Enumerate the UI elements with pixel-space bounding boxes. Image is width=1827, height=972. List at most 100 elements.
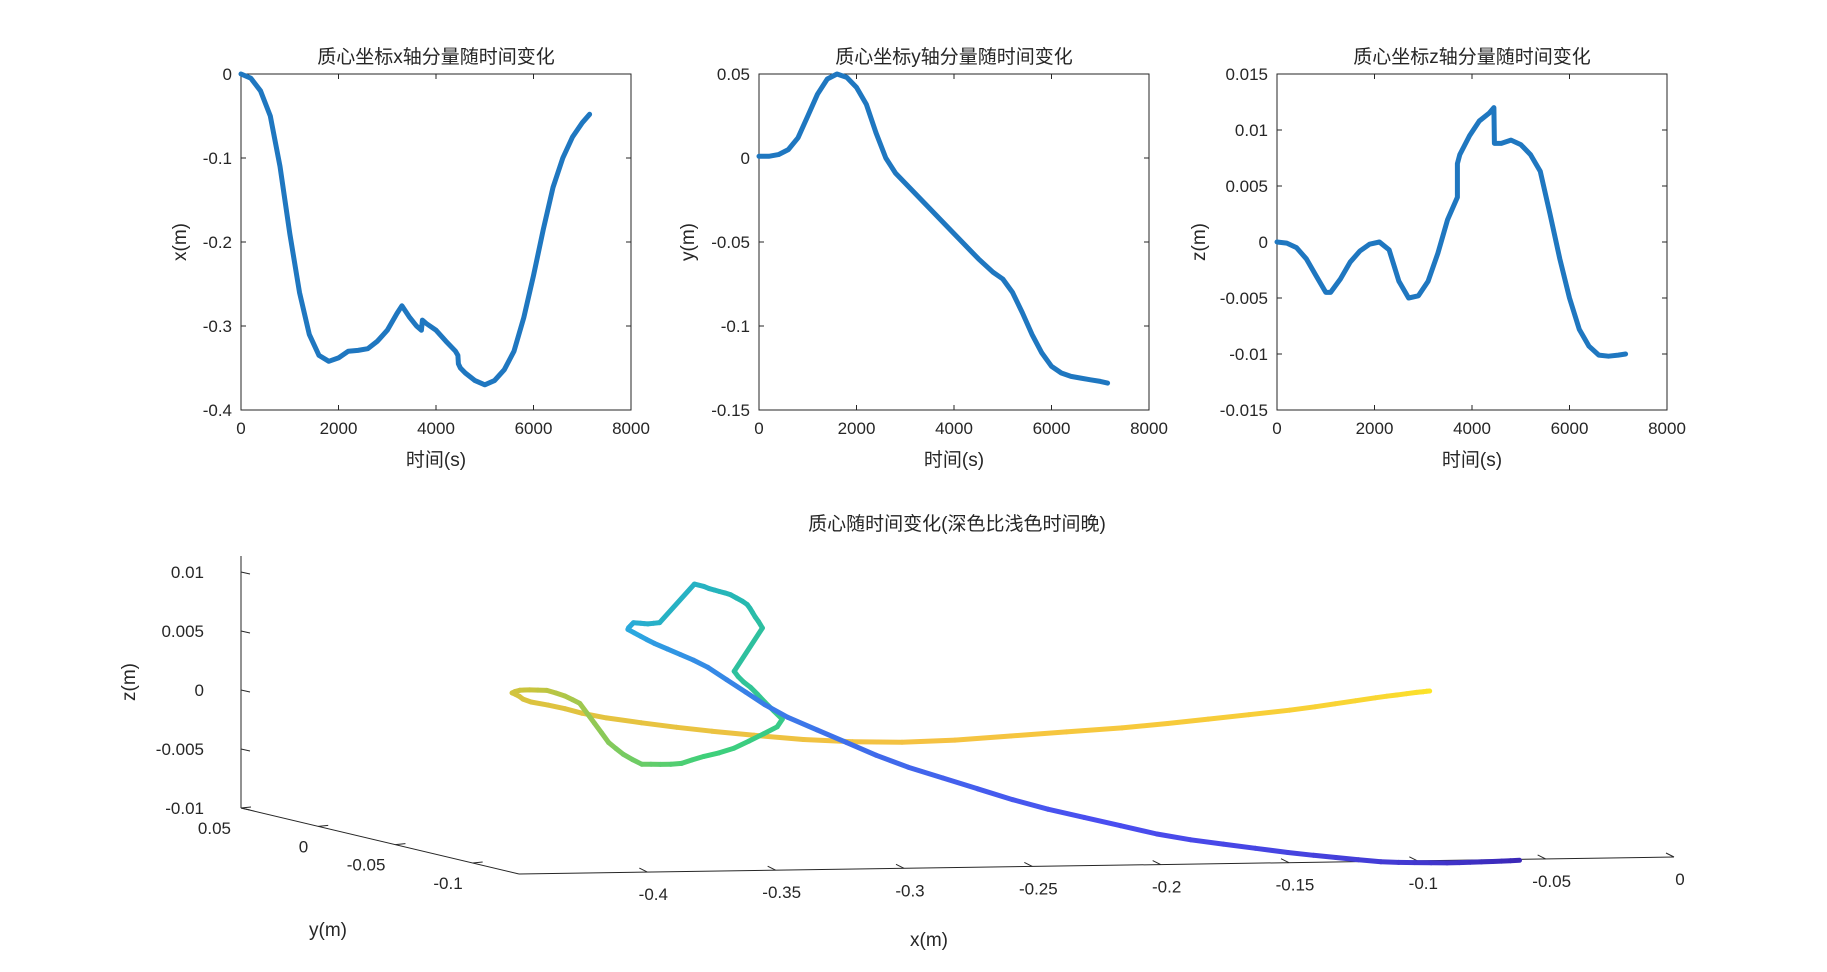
y-tick-label: 0 xyxy=(1259,233,1268,252)
trajectory-segment xyxy=(731,738,752,751)
z-tick-mark xyxy=(240,571,251,575)
trajectory-segment xyxy=(1332,698,1358,707)
x-tick-mark xyxy=(1537,854,1546,860)
trajectory-segment xyxy=(724,677,749,695)
trajectory-segment xyxy=(899,737,958,745)
trajectory-segment xyxy=(975,786,1015,803)
x-tick-label: 4000 xyxy=(417,419,455,438)
x-tick-label: -0.15 xyxy=(1276,876,1315,895)
x-tick-label: -0.2 xyxy=(1152,878,1181,897)
trajectory-segment xyxy=(705,664,730,683)
x-tick-label: 4000 xyxy=(1453,419,1491,438)
trajectory-segment xyxy=(562,706,585,716)
chart-title: 质心坐标z轴分量随时间变化 xyxy=(1353,46,1591,68)
y-tick-label: -0.2 xyxy=(203,233,232,252)
z-tick-label: 0.01 xyxy=(171,563,204,582)
x-tick-mark xyxy=(639,867,648,873)
plot-frame xyxy=(758,73,1150,411)
x-tick-label: 6000 xyxy=(1551,419,1589,438)
tick-group: 0 2000 4000 6000 8000 -0.15 -0.1 -0.05 0 0.05 xyxy=(711,65,1168,438)
trajectory-segment xyxy=(1287,704,1318,713)
z-tick-mark xyxy=(240,689,251,693)
x-tick-label: -0.1 xyxy=(1409,874,1438,893)
y-tick-label: -0.1 xyxy=(203,149,232,168)
y-tick-label: -0.4 xyxy=(203,401,232,420)
trajectory-segment xyxy=(762,702,790,720)
x-tick-label: -0.3 xyxy=(895,881,924,900)
y-tick-label: 0 xyxy=(299,837,308,856)
trajectory-segment xyxy=(701,750,722,759)
x-tick-label: 0 xyxy=(1272,419,1281,438)
tick-group: 0 2000 4000 6000 8000 -0.015 -0.01 -0.005 0 0.005… xyxy=(1220,65,1686,438)
x-tick-mark xyxy=(895,863,905,869)
x-tick-label: -0.35 xyxy=(762,883,801,902)
x-tick-mark xyxy=(1409,856,1418,862)
y-axis-label: y(m) xyxy=(309,920,347,941)
trajectory-segment xyxy=(1285,850,1316,858)
trajectory-segment xyxy=(1188,837,1226,847)
y-axis-label: x(m) xyxy=(170,223,191,261)
x-tick-mark xyxy=(1665,852,1675,858)
trajectory-segment xyxy=(1246,707,1293,718)
trajectory-segment xyxy=(1311,852,1339,860)
x-tick-label: -0.4 xyxy=(639,885,668,904)
trajectory-segment xyxy=(746,731,766,744)
y-tick-label: 0.005 xyxy=(1225,177,1268,196)
x-tick-label: 2000 xyxy=(320,419,358,438)
y-tick-label: -0.1 xyxy=(721,317,750,336)
trajectory-segment xyxy=(743,689,768,708)
trajectory-segment xyxy=(1253,845,1291,855)
trajectory-segment xyxy=(731,625,765,674)
y-axis-label: y(m) xyxy=(678,223,699,261)
subplot-z-component: 质心坐标z轴分量随时间变化 0 2000 4000 6000 8000 -0.015 -0.… xyxy=(1189,46,1686,471)
x-tick-mark xyxy=(1152,860,1161,866)
y-tick-label: -0.015 xyxy=(1220,401,1268,420)
z-tick-mark xyxy=(240,807,251,811)
trajectory-segment xyxy=(545,702,568,712)
trajectory-segment xyxy=(709,728,757,738)
x-tick-label: 8000 xyxy=(1648,419,1686,438)
trajectory-segment xyxy=(716,745,737,756)
trajectory-segment xyxy=(952,733,1014,743)
z-tick-label: 0.005 xyxy=(161,622,204,641)
y-tick-label: 0 xyxy=(741,149,750,168)
x-tick-label: -0.05 xyxy=(1532,872,1571,891)
trajectory-segment xyxy=(603,715,644,726)
x-tick-label: -0.25 xyxy=(1019,879,1058,898)
trajectory-segment xyxy=(1378,859,1402,865)
trajectory-segment xyxy=(1118,823,1160,837)
trajectory-segment xyxy=(844,740,879,758)
trajectory-segment xyxy=(1220,841,1258,851)
series-line-z xyxy=(1274,105,1629,359)
y-tick-label: 0.05 xyxy=(198,819,231,838)
y-tick-mark xyxy=(240,806,252,809)
y-tick-label: 0.01 xyxy=(1235,121,1268,140)
z-tick-label: 0 xyxy=(195,681,204,700)
trajectory-segment xyxy=(814,727,850,746)
tick-group: 0 2000 4000 6000 8000 -0.4 -0.3 -0.2 -0.1 0 xyxy=(203,65,650,438)
trajectory-segment xyxy=(639,720,680,730)
trajectory-segment xyxy=(1045,806,1087,820)
subplot-x-component: 质心坐标x轴分量随时间变化 0 2000 4000 6000 8000 -0.4 -0.3 -… xyxy=(170,46,650,471)
x-tick-label: 2000 xyxy=(838,419,876,438)
trajectory-segment xyxy=(690,657,711,670)
y-tick-label: -0.005 xyxy=(1220,289,1268,308)
trajectory-segment xyxy=(873,752,911,770)
y-tick-mark xyxy=(472,861,483,864)
trajectory-segment xyxy=(1356,857,1384,865)
series-line-x xyxy=(238,71,593,388)
trajectory-segment xyxy=(1119,721,1171,731)
y-tick-label: -0.15 xyxy=(711,401,750,420)
subplot-y-component: 质心坐标y轴分量随时间变化 0 2000 4000 6000 8000 -0.15 -0.1… xyxy=(678,46,1168,471)
series-line-y xyxy=(756,71,1111,386)
y-tick-mark xyxy=(395,843,406,846)
y-tick-label: 0.05 xyxy=(717,65,750,84)
x-axis-label: 时间(s) xyxy=(406,449,466,471)
x-tick-mark xyxy=(767,865,776,871)
y-tick-label: -0.1 xyxy=(433,874,462,893)
plot-frame xyxy=(1276,73,1668,411)
x-tick-label: 8000 xyxy=(1130,419,1168,438)
trajectory-segment xyxy=(1165,716,1211,726)
series-group xyxy=(1274,105,1629,359)
z-tick-mark xyxy=(240,748,251,752)
